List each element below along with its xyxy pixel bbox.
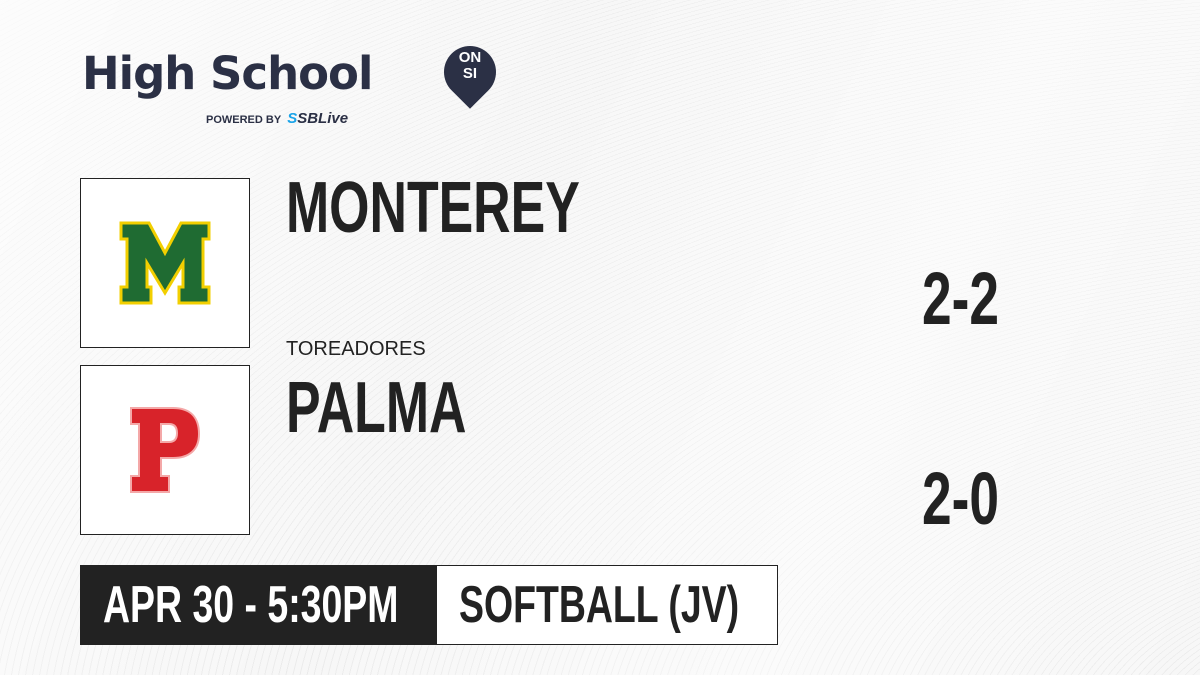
powered-by: POWERED BY SSBLive	[206, 110, 349, 127]
pin-badge: ON SI	[458, 49, 482, 82]
brand-title: High School	[82, 47, 373, 100]
sblive-logo: SSBLive	[287, 110, 349, 127]
palma-p-icon	[130, 407, 201, 493]
game-info-bar: APR 30 - 5:30PM SOFTBALL (JV)	[80, 565, 778, 645]
home-team-record: 2-2	[922, 257, 1000, 340]
away-team-record: 2-0	[922, 457, 1000, 540]
home-team-name: MONTEREY	[286, 168, 580, 248]
away-team-name: PALMA	[286, 368, 467, 448]
palma-logo	[80, 365, 250, 535]
high-school-on-si-logo: High School ON SI POWERED BY SSBLive	[82, 35, 507, 127]
game-datetime: APR 30 - 5:30PM	[81, 566, 437, 644]
monterey-m-icon	[119, 221, 211, 305]
monterey-logo	[80, 178, 250, 348]
game-sport: SOFTBALL (JV)	[437, 566, 777, 644]
away-team-mascot: TOREADORES	[286, 338, 426, 360]
